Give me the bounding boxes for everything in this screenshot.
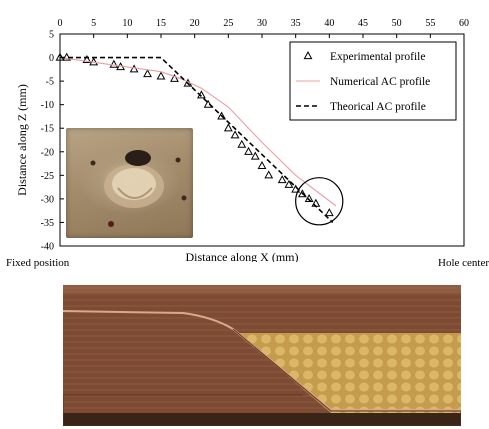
experimental-point: [217, 111, 227, 120]
x-tick-label: 35: [291, 18, 301, 29]
x-tick-label: 15: [156, 18, 166, 29]
y-tick-label: -5: [46, 77, 54, 88]
zoom-circle: [295, 177, 344, 226]
experimental-point: [244, 146, 253, 155]
y-tick-label: -40: [41, 242, 54, 253]
x-tick-label: 20: [190, 18, 200, 29]
experimental-point: [304, 193, 314, 202]
experimental-point: [297, 189, 307, 198]
y-tick-label: 5: [49, 30, 54, 41]
legend-marker-experimental: [303, 51, 313, 60]
y-tick-label: -30: [41, 194, 54, 205]
theorical-profile-line: [60, 56, 334, 223]
experimental-point: [264, 170, 274, 179]
x-axis-title: Distance along X (mm): [186, 250, 299, 262]
experimental-point: [156, 71, 166, 80]
experimental-point: [170, 73, 179, 82]
x-tick-label: 60: [459, 18, 469, 29]
profile-chart: 0 5 10 15 20 25 30 35 40 45 50 55 60 5 0 -5 -10 -15 -20 -25…: [6, 18, 489, 269]
numerical-profile-line: [59, 57, 337, 207]
x-tick-label: 55: [425, 18, 435, 29]
legend-label: Numerical AC profile: [330, 76, 430, 88]
experimental-point: [143, 69, 152, 78]
cross-section-photo: [63, 285, 461, 426]
y-tick-label: 0: [49, 53, 54, 64]
experimental-point: [82, 54, 92, 64]
x-tick-label: 30: [257, 18, 267, 29]
cross-section-drawing: [63, 285, 461, 426]
y-tick-label: -20: [41, 147, 54, 158]
experimental-point: [257, 160, 267, 170]
x-tick-label: 50: [392, 18, 402, 29]
y-tick-label: -35: [41, 218, 54, 229]
experimental-point: [324, 208, 334, 217]
experimental-point: [109, 59, 119, 68]
y-tick-label: -10: [41, 100, 54, 111]
chart-canvas: 0 5 10 15 20 25 30 35 40 45 50 55 6050-5-10-15-20-25…: [15, 18, 469, 262]
formed-sheet-photo: [66, 128, 193, 238]
formed-sheet-drawing: [90, 150, 187, 227]
caption-fixed-position: Fixed position: [6, 257, 70, 269]
x-tick-label: 45: [358, 18, 368, 29]
experimental-point: [277, 175, 287, 184]
experimental-point: [223, 123, 233, 132]
x-tick-label: 40: [324, 18, 334, 29]
experimental-point: [237, 139, 247, 148]
experimental-point: [284, 179, 294, 188]
y-axis-title: Distance along Z (mm): [15, 84, 29, 196]
x-tick-label: 5: [91, 18, 96, 29]
y-tick-label: -25: [41, 171, 54, 182]
x-tick-label: 25: [223, 18, 233, 29]
legend-label: Experimental profile: [330, 51, 425, 63]
caption-hole-center: Hole center: [438, 257, 489, 269]
x-tick-label: 10: [122, 18, 132, 29]
experimental-point: [230, 130, 240, 139]
x-tick-label: 0: [58, 18, 63, 29]
y-tick-label: -15: [41, 124, 54, 135]
experimental-point: [250, 151, 260, 160]
legend-label: Theorical AC profile: [330, 101, 426, 113]
